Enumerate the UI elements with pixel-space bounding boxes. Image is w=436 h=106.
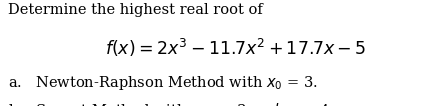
Text: $f(x) = 2x^3 - 11.7x^2 + 17.7x - 5$: $f(x) = 2x^3 - 11.7x^2 + 17.7x - 5$ [105, 37, 366, 59]
Text: a.   Newton-Raphson Method with $x_0$ = 3.: a. Newton-Raphson Method with $x_0$ = 3. [8, 74, 318, 92]
Text: Determine the highest real root of: Determine the highest real root of [8, 3, 262, 17]
Text: b.   Secant Method with $x_{-1}$ = 3 $\mathit{and}$ $x_0$ = 4.: b. Secant Method with $x_{-1}$ = 3 $\mat… [8, 102, 334, 106]
